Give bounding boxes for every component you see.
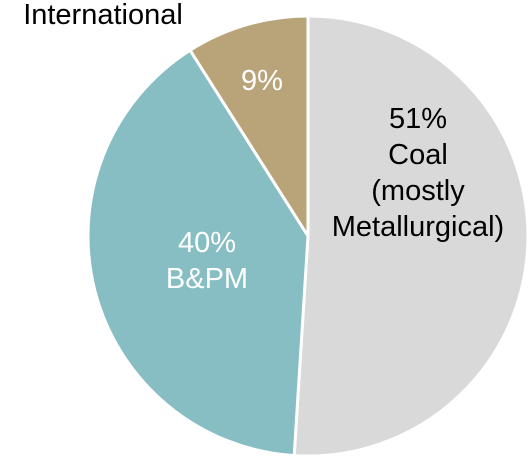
slice-2-pct-label: 9% (241, 65, 283, 97)
pie-slice-2 (188, 14, 310, 238)
slice-2-category-label-0: International (23, 0, 183, 31)
slice-0-category-label-0: Coal (388, 139, 448, 171)
slice-0-category-label-1: (mostly (371, 175, 465, 207)
slice-1-category-label-0: B&PM (166, 263, 248, 295)
slice-0-pct-label: 51% (389, 103, 447, 135)
slice-0-category-label-2: Metallurgical) (332, 211, 504, 243)
slice-1-pct-label: 40% (178, 227, 236, 259)
pie-slice-0 (292, 14, 530, 458)
